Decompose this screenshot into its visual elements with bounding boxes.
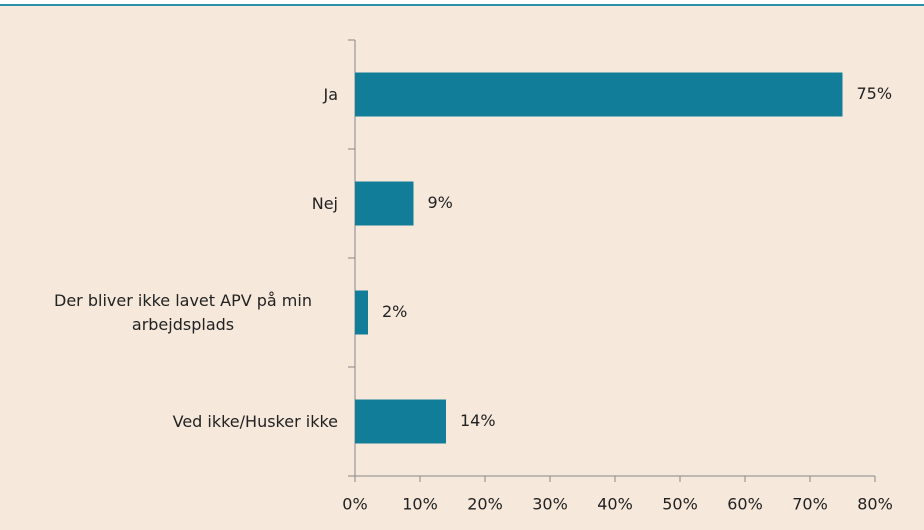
category-label-box: Ja (0, 55, 338, 135)
y-tick-label: Nej (311, 193, 338, 213)
category-label-box: Der bliver ikke lavet APV på min arbejds… (0, 273, 338, 353)
x-tick-label: 80% (857, 495, 893, 514)
value-label: 75% (857, 84, 893, 103)
y-tick-label: Der bliver ikke lavet APV på min arbejds… (54, 290, 312, 334)
value-label: 2% (382, 302, 407, 321)
x-tick-label: 30% (532, 495, 568, 514)
value-label: 9% (428, 193, 453, 212)
category-label-box: Ved ikke/Husker ikke (0, 382, 338, 462)
y-tick-label: Ved ikke/Husker ikke (172, 411, 338, 431)
value-label: 14% (460, 411, 496, 430)
bar (355, 72, 843, 117)
x-tick-label: 50% (662, 495, 698, 514)
x-tick-label: 20% (467, 495, 503, 514)
top-strip (0, 0, 924, 5)
x-tick-label: 60% (727, 495, 763, 514)
x-tick-label: 40% (597, 495, 633, 514)
x-tick-label: 10% (402, 495, 438, 514)
bar (355, 181, 414, 226)
category-label-box: Nej (0, 164, 338, 244)
x-tick-label: 70% (792, 495, 828, 514)
y-tick-label: Ja (323, 84, 338, 104)
bar (355, 290, 368, 335)
x-tick-label: 0% (342, 495, 367, 514)
bar (355, 399, 446, 444)
